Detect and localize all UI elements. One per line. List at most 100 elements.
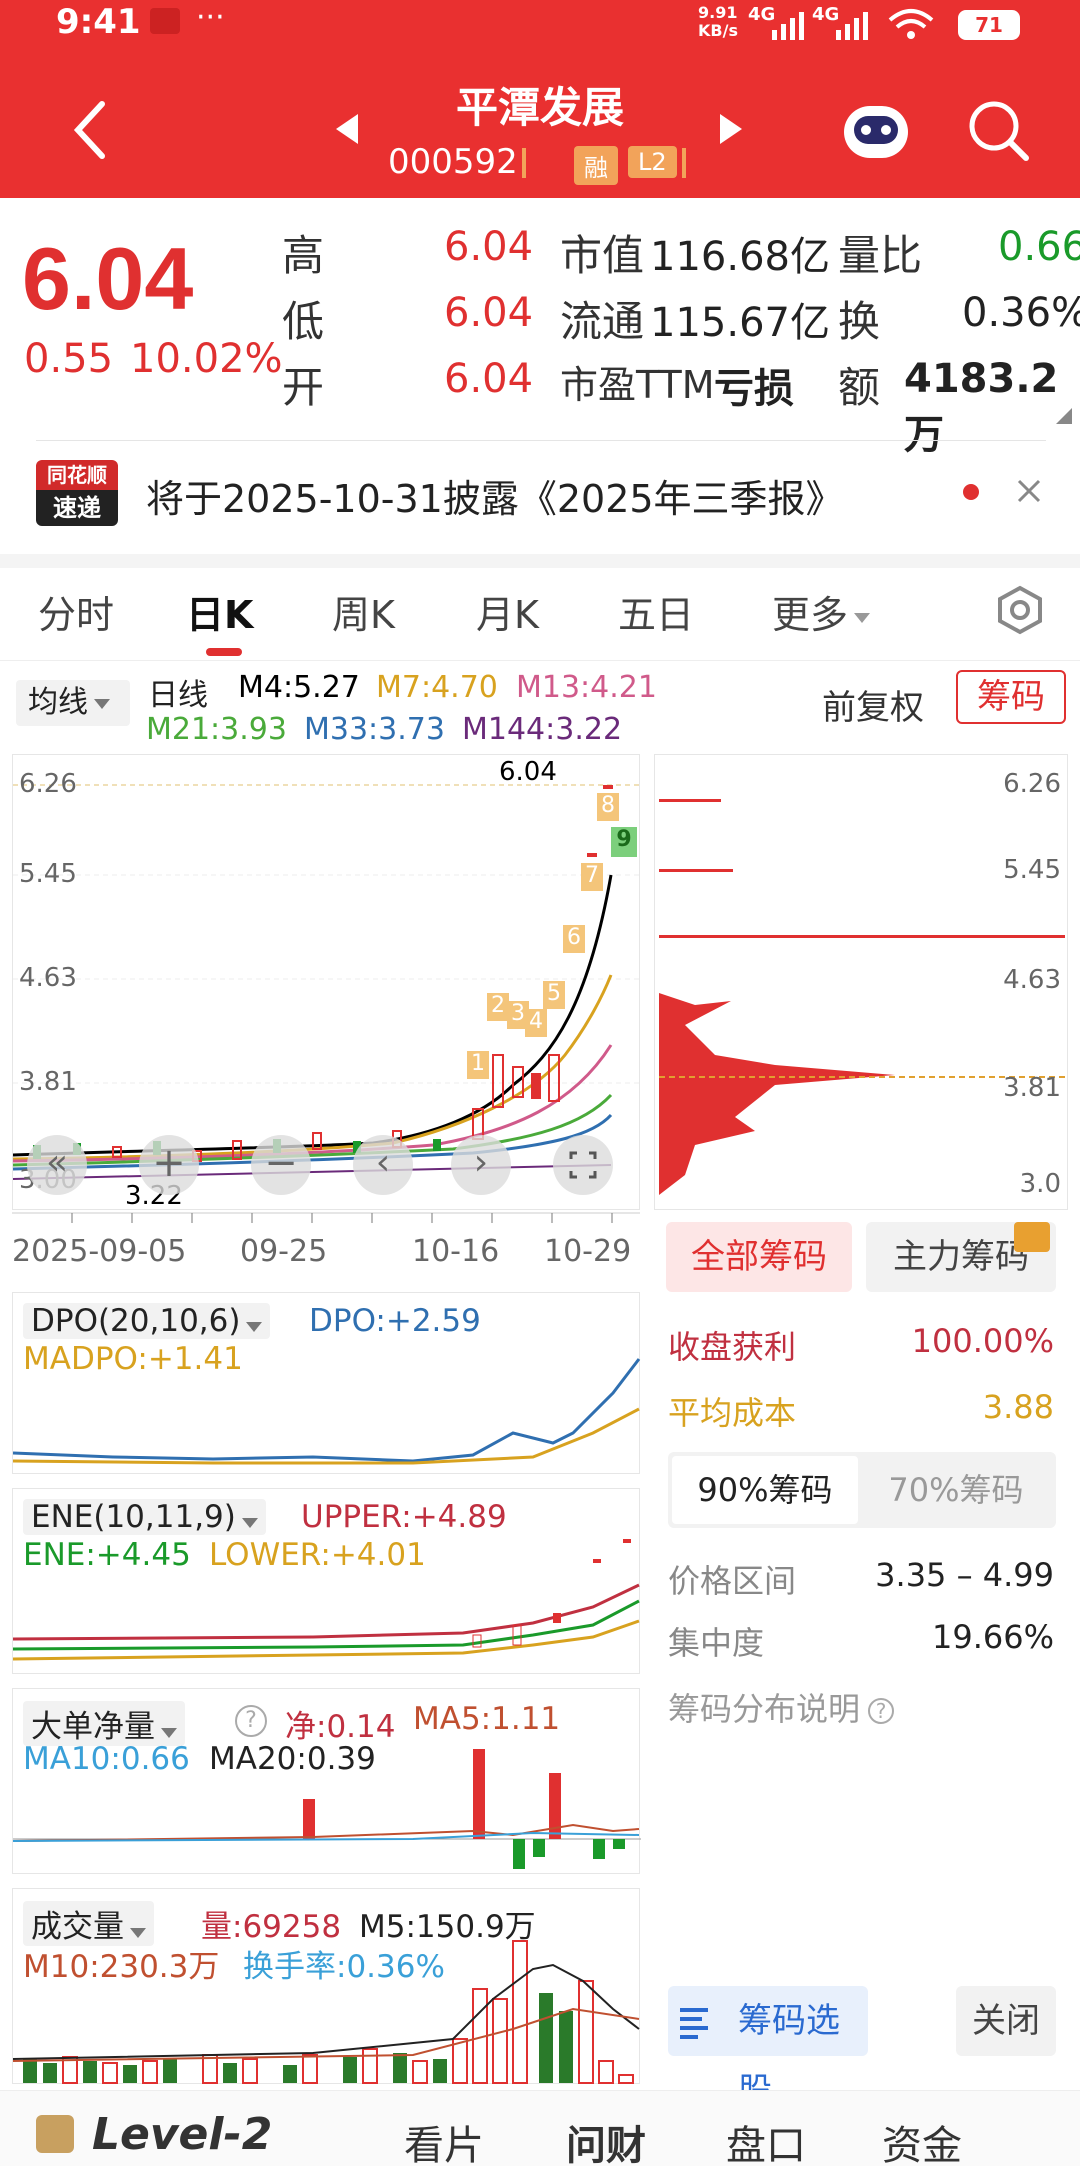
fullscreen-icon[interactable] bbox=[553, 1135, 613, 1195]
mcap-label: 市值 bbox=[560, 231, 645, 280]
tab-intraday[interactable]: 分时 bbox=[38, 593, 115, 637]
low-value: 6.04 bbox=[444, 290, 534, 336]
price-range-label: 价格区间 bbox=[668, 1562, 797, 1600]
ene-title: ENE(10,11,9) bbox=[31, 1499, 236, 1535]
zoom-out-icon[interactable]: − bbox=[251, 1135, 311, 1195]
ma-m33: M33:3.73 bbox=[304, 712, 445, 747]
app-header: 9:41 ··· 9.91 KB/s 4G 4G 71 平潭发展 000592 … bbox=[0, 0, 1080, 198]
y-tick: 3.81 bbox=[19, 1067, 77, 1097]
volume-ratio-label: 量比 bbox=[838, 231, 923, 280]
chips-screen-button[interactable]: 筹码选股 bbox=[668, 1986, 868, 2111]
adjust-mode[interactable]: 前复权 bbox=[822, 688, 924, 728]
tab-70-chips[interactable]: 70%筹码 bbox=[888, 1471, 1024, 1509]
madpo-value: MADPO:+1.41 bbox=[23, 1341, 243, 1377]
ene-panel[interactable]: ENE(10,11,9) UPPER:+4.89 ENE:+4.45 LOWER… bbox=[12, 1488, 640, 1674]
tab-weekly-k[interactable]: 周K bbox=[332, 593, 395, 637]
chevron-down-icon bbox=[94, 698, 110, 709]
prev-stock-icon[interactable] bbox=[334, 112, 360, 146]
seq-badge: 5 bbox=[543, 981, 565, 1009]
seq-badge: 4 bbox=[525, 1009, 547, 1037]
expand-corner-icon[interactable] bbox=[1054, 406, 1074, 426]
zoom-in-icon[interactable]: + bbox=[139, 1135, 199, 1195]
divider bbox=[522, 148, 526, 178]
volume-panel[interactable]: 成交量 量:69258 M5:150.9万 M10:230.3万 换手率:0.3… bbox=[12, 1888, 640, 2084]
high-value: 6.04 bbox=[444, 224, 534, 270]
tab-daily-k[interactable]: 日K bbox=[186, 593, 254, 637]
amount-label: 额 bbox=[838, 363, 881, 412]
x-axis bbox=[12, 1210, 640, 1223]
chips-explain-label: 筹码分布说明 bbox=[668, 1690, 861, 1728]
profit-label: 收盘获利 bbox=[668, 1328, 797, 1366]
tab-more[interactable]: 更多 bbox=[772, 584, 871, 639]
scroll-left-icon[interactable]: ‹ bbox=[353, 1135, 413, 1195]
volume-ratio-value: 0.66 bbox=[998, 224, 1080, 270]
tab-90-chips[interactable]: 90%筹码 bbox=[672, 1456, 858, 1524]
scroll-right-icon[interactable]: › bbox=[451, 1135, 511, 1195]
y-tick: 4.63 bbox=[19, 963, 77, 993]
bottom-item[interactable]: 问财 bbox=[566, 2123, 646, 2166]
net-speed: 9.91 KB/s bbox=[698, 3, 738, 40]
bigorder-panel[interactable]: 大单净量 ? 净:0.14 MA5:1.11 MA10:0.66 MA20:0.… bbox=[12, 1688, 641, 1874]
tab-monthly-k[interactable]: 月K bbox=[476, 593, 539, 637]
x-tick: 10-29 bbox=[544, 1234, 632, 1269]
bottom-item[interactable]: 看片 bbox=[404, 2123, 484, 2166]
bottom-item[interactable]: 盘口 bbox=[726, 2123, 806, 2166]
close-chips-button[interactable]: 关闭 bbox=[956, 1986, 1056, 2056]
help-icon: ? bbox=[868, 1698, 895, 1724]
ma-select[interactable]: 均线 bbox=[16, 680, 130, 726]
all-chips-button[interactable]: 全部筹码 bbox=[666, 1222, 852, 1292]
list-icon bbox=[680, 2008, 708, 2039]
float-label: 流通 bbox=[560, 297, 645, 346]
chevron-down-icon bbox=[246, 1321, 263, 1332]
dpo-select[interactable]: DPO(20,10,6) bbox=[23, 1303, 271, 1339]
volume-select[interactable]: 成交量 bbox=[23, 1901, 154, 1946]
bottom-item[interactable]: 资金 bbox=[882, 2123, 962, 2166]
help-icon[interactable]: ? bbox=[235, 1705, 267, 1737]
notice-text[interactable]: 将于2025-10-31披露《2025年三季报》 bbox=[146, 477, 844, 521]
dpo-panel[interactable]: DPO(20,10,6) DPO:+2.59 MADPO:+1.41 bbox=[12, 1292, 641, 1474]
mcap-value: 116.68亿 bbox=[650, 234, 830, 280]
bottom-level2[interactable]: Level-2 bbox=[92, 2109, 273, 2160]
period-label: 日线 bbox=[148, 678, 208, 713]
chips-y-tick: 5.45 bbox=[1003, 855, 1061, 885]
bottom-bar: Level-2 看片 问财 盘口 资金 bbox=[0, 2090, 1080, 2166]
pe-label: 市盈TTM bbox=[560, 363, 715, 407]
bigorder-select[interactable]: 大单净量 bbox=[23, 1701, 185, 1746]
next-stock-icon[interactable] bbox=[718, 112, 744, 146]
high-price-marker: 6.04 bbox=[499, 757, 557, 787]
app-notification-icon bbox=[150, 8, 180, 34]
price-range-value: 3.35 – 4.99 bbox=[875, 1556, 1054, 1594]
concentration-label: 集中度 bbox=[668, 1624, 765, 1662]
ene-upper-value: UPPER:+4.89 bbox=[301, 1499, 507, 1535]
ma-m7: M7:4.70 bbox=[376, 670, 498, 705]
search-icon[interactable] bbox=[966, 98, 1032, 164]
open-label: 开 bbox=[282, 363, 325, 412]
chips-button[interactable]: 筹码 bbox=[956, 670, 1066, 724]
seq-badge: 8 bbox=[597, 793, 619, 821]
seq-badge: 2 bbox=[487, 993, 509, 1021]
y-tick: 5.45 bbox=[19, 859, 77, 889]
chevron-down-icon bbox=[161, 1727, 177, 1738]
avg-cost-value: 3.88 bbox=[982, 1388, 1054, 1426]
lock-icon bbox=[1014, 1222, 1050, 1252]
robot-assistant-icon[interactable] bbox=[838, 96, 914, 166]
rewind-icon[interactable]: « bbox=[27, 1135, 87, 1195]
turnover-label: 换 bbox=[838, 297, 881, 346]
signal-icon-2 bbox=[836, 12, 868, 40]
chips-chart[interactable]: 6.26 5.45 4.63 3.81 3.0 bbox=[654, 754, 1069, 1210]
net-type-2: 4G bbox=[812, 4, 840, 25]
seq-badge: 1 bbox=[467, 1051, 489, 1079]
settings-icon[interactable] bbox=[994, 584, 1046, 636]
ene-select[interactable]: ENE(10,11,9) bbox=[23, 1499, 266, 1535]
close-icon[interactable] bbox=[1016, 478, 1042, 504]
margin-badge: 融 bbox=[574, 146, 618, 185]
high-label: 高 bbox=[282, 231, 325, 280]
kline-chart[interactable]: 6.26 5.45 4.63 3.81 3.00 6.04 3.22 1 2 3… bbox=[12, 754, 641, 1211]
ma-m4: M4:5.27 bbox=[238, 670, 360, 705]
tab-five-day[interactable]: 五日 bbox=[618, 593, 695, 637]
concentration-value: 19.66% bbox=[931, 1618, 1054, 1656]
back-icon[interactable] bbox=[70, 100, 110, 160]
bigorder-title: 大单净量 bbox=[31, 1709, 155, 1745]
x-tick: 09-25 bbox=[240, 1234, 328, 1269]
chips-explain-link[interactable]: 筹码分布说明? bbox=[668, 1684, 895, 1730]
